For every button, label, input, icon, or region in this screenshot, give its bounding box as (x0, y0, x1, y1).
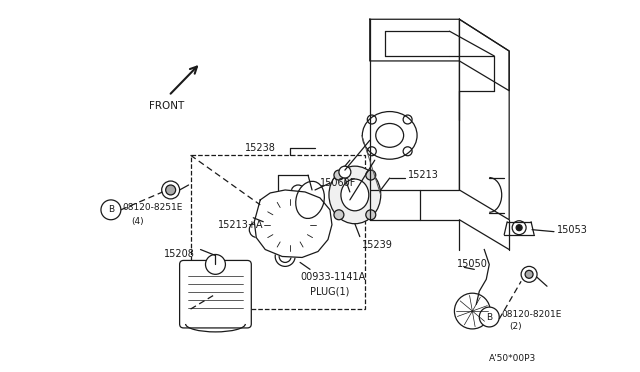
Text: 15239: 15239 (362, 240, 393, 250)
Circle shape (205, 254, 225, 274)
Circle shape (334, 210, 344, 220)
Polygon shape (254, 190, 332, 257)
Circle shape (275, 247, 295, 266)
Circle shape (166, 185, 175, 195)
Ellipse shape (341, 179, 369, 211)
Text: 15060F: 15060F (320, 178, 356, 188)
Circle shape (366, 210, 376, 220)
Text: (2): (2) (509, 323, 522, 331)
Text: 15208: 15208 (164, 250, 195, 260)
Circle shape (479, 307, 499, 327)
Text: B: B (108, 205, 114, 214)
Text: (4): (4) (131, 217, 143, 226)
Circle shape (162, 181, 180, 199)
Bar (191, 155, 365, 309)
Text: 08120-8251E: 08120-8251E (123, 203, 183, 212)
FancyBboxPatch shape (180, 260, 252, 328)
Circle shape (516, 225, 522, 231)
Circle shape (525, 270, 533, 278)
Text: FRONT: FRONT (148, 101, 184, 110)
Text: 08120-8201E: 08120-8201E (501, 310, 561, 318)
Text: 15053: 15053 (557, 225, 588, 235)
Ellipse shape (329, 166, 381, 224)
Ellipse shape (296, 181, 324, 218)
Circle shape (339, 166, 351, 178)
Circle shape (334, 170, 344, 180)
Text: 15238: 15238 (245, 143, 276, 153)
Text: 15213: 15213 (408, 170, 438, 180)
Text: 15213+A: 15213+A (218, 220, 264, 230)
Text: A'50*00P3: A'50*00P3 (489, 354, 536, 363)
Circle shape (521, 266, 537, 282)
Circle shape (366, 170, 376, 180)
Circle shape (262, 197, 318, 253)
Circle shape (101, 200, 121, 220)
Text: 15050: 15050 (458, 259, 488, 269)
Text: B: B (486, 312, 492, 321)
Text: PLUG(1): PLUG(1) (310, 286, 349, 296)
Text: 00933-1141A: 00933-1141A (300, 272, 365, 282)
Circle shape (454, 293, 490, 329)
